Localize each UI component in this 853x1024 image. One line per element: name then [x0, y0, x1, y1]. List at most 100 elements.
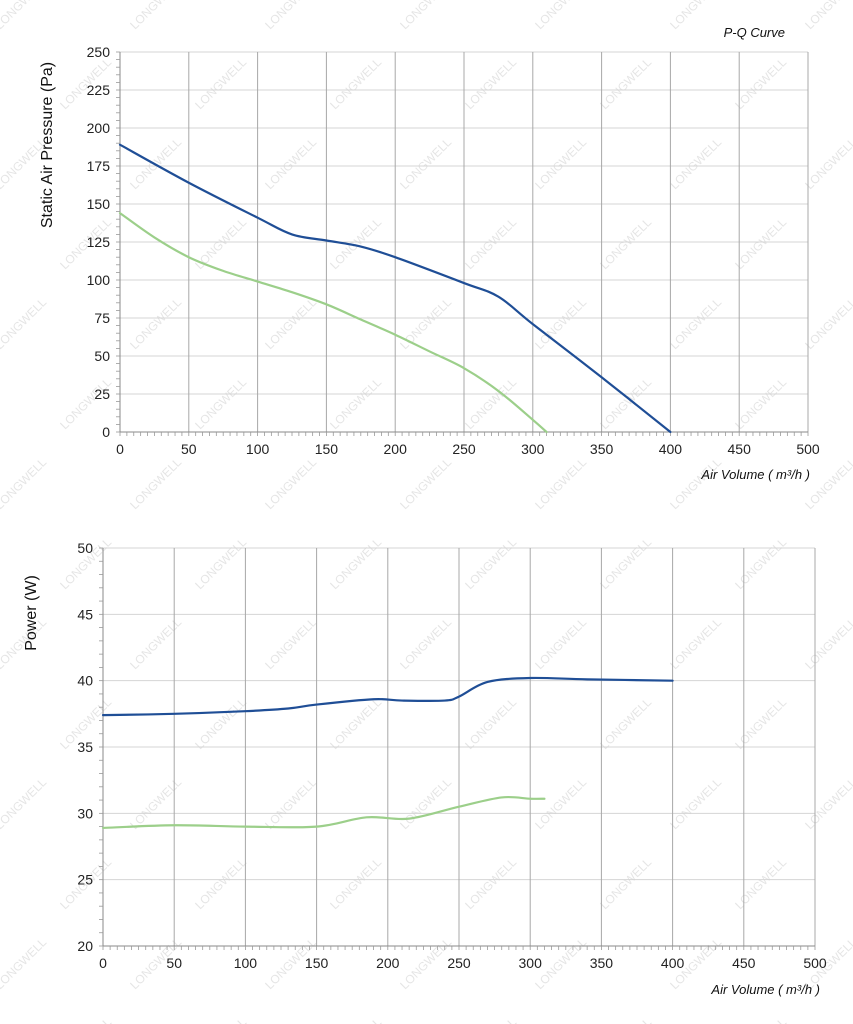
x-axis-label: Air Volume ( m³/h ): [700, 467, 810, 482]
watermark-text: LONGWELL: [597, 695, 654, 752]
watermark-text: LONGWELL: [532, 615, 589, 672]
x-tick-label: 400: [659, 441, 683, 457]
watermark-text: LONGWELL: [732, 535, 789, 592]
watermark-text: LONGWELL: [127, 455, 184, 512]
watermark-text: LONGWELL: [802, 295, 853, 352]
y-tick-label: 50: [77, 540, 93, 556]
watermark-text: LONGWELL: [732, 55, 789, 112]
watermark-text: LONGWELL: [532, 0, 589, 32]
pq-curve-chart: 0 50 100 150 200 250 300 350 400 450 500 0 25 50 75 100…: [39, 25, 820, 482]
watermark-text: LONGWELL: [397, 455, 454, 512]
watermark-text: LONGWELL: [597, 535, 654, 592]
watermark-text: LONGWELL: [462, 1015, 519, 1024]
x-tick-label: 400: [661, 955, 685, 971]
x-tick-label: 150: [305, 955, 329, 971]
y-tick-label: 20: [77, 938, 93, 954]
watermark-text: LONGWELL: [532, 775, 589, 832]
watermark-text: LONGWELL: [462, 535, 519, 592]
watermark-text: LONGWELL: [462, 375, 519, 432]
watermark-text: LONGWELL: [262, 0, 319, 32]
watermark-text: LONGWELL: [597, 375, 654, 432]
series-line-1: [101, 676, 674, 717]
watermark-text: LONGWELL: [397, 935, 454, 992]
y-axis-label: Static Air Pressure (Pa): [39, 62, 56, 228]
y-tick-label: 25: [94, 386, 110, 402]
watermark-text: LONGWELL: [192, 535, 249, 592]
y-tick-label: 40: [77, 673, 93, 689]
watermark-text: LONGWELL: [397, 295, 454, 352]
watermark-text: LONGWELL: [462, 855, 519, 912]
x-tick-label: 250: [452, 441, 476, 457]
watermark-text: LONGWELL: [597, 855, 654, 912]
watermark-text: LONGWELL: [192, 1015, 249, 1024]
x-tick-label: 50: [181, 441, 197, 457]
watermark-text: LONGWELL: [57, 1015, 114, 1024]
y-tick-label: 35: [77, 739, 93, 755]
watermark-text: LONGWELL: [732, 855, 789, 912]
watermark-text: LONGWELL: [802, 0, 853, 32]
series-line-1: [118, 143, 672, 434]
watermark-text: LONGWELL: [732, 375, 789, 432]
watermark-text: LONGWELL: [802, 615, 853, 672]
y-tick-label: 45: [77, 606, 93, 622]
x-tick-label: 450: [728, 441, 752, 457]
watermark-text: LONGWELL: [262, 775, 319, 832]
watermark-text: LONGWELL: [127, 775, 184, 832]
watermark-text: LONGWELL: [127, 295, 184, 352]
watermark-text: LONGWELL: [597, 215, 654, 272]
watermark-text: LONGWELL: [127, 0, 184, 32]
y-tick-label: 250: [87, 44, 111, 60]
watermark-text: LONGWELL: [802, 455, 853, 512]
watermark-text: LONGWELL: [0, 0, 50, 32]
y-tick-label: 125: [87, 234, 111, 250]
watermark-text: LONGWELL: [262, 135, 319, 192]
x-tick-label: 200: [384, 441, 408, 457]
watermark-text: LONGWELL: [732, 1015, 789, 1024]
series-line-2: [118, 212, 548, 434]
watermark-text: LONGWELL: [327, 375, 384, 432]
watermark-text: LONGWELL: [462, 215, 519, 272]
watermark-text: LONGWELL: [732, 215, 789, 272]
watermark-text: LONGWELL: [397, 135, 454, 192]
watermark-text: LONGWELL: [802, 135, 853, 192]
watermark-text: LONGWELL: [397, 775, 454, 832]
watermark-text: LONGWELL: [192, 55, 249, 112]
x-tick-label: 300: [519, 955, 543, 971]
watermark-text: LONGWELL: [0, 295, 50, 352]
y-tick-label: 150: [87, 196, 111, 212]
watermark-text: LONGWELL: [667, 135, 724, 192]
watermark-text: LONGWELL: [597, 1015, 654, 1024]
watermark-text: LONGWELL: [597, 55, 654, 112]
watermark-text: LONGWELL: [667, 615, 724, 672]
x-tick-label: 100: [234, 955, 258, 971]
x-tick-label: 200: [376, 955, 400, 971]
watermark-text: LONGWELL: [667, 0, 724, 32]
y-tick-label: 100: [87, 272, 111, 288]
x-tick-label: 350: [590, 441, 614, 457]
watermark-text: LONGWELL: [462, 55, 519, 112]
x-tick-label: 150: [315, 441, 339, 457]
x-tick-label: 100: [246, 441, 270, 457]
watermark-text: LONGWELL: [262, 615, 319, 672]
x-tick-label: 0: [99, 955, 107, 971]
x-tick-label: 250: [447, 955, 471, 971]
watermark-text: LONGWELL: [802, 775, 853, 832]
watermark-text: LONGWELL: [192, 855, 249, 912]
y-axis-label: Power (W): [23, 575, 40, 651]
watermark-text: LONGWELL: [532, 295, 589, 352]
watermark-text: LONGWELL: [667, 775, 724, 832]
x-tick-label: 450: [732, 955, 756, 971]
watermark-text: LONGWELL: [0, 455, 50, 512]
x-tick-label: 350: [590, 955, 614, 971]
watermark-text: LONGWELL: [667, 455, 724, 512]
watermark-text: LONGWELL: [262, 455, 319, 512]
x-tick-label: 500: [796, 441, 820, 457]
watermark-text: LONGWELL: [397, 0, 454, 32]
series-line-2: [101, 795, 546, 830]
x-tick-label: 300: [521, 441, 545, 457]
y-tick-label: 175: [87, 158, 111, 174]
watermark-text: LONGWELL: [262, 295, 319, 352]
y-tick-label: 225: [87, 82, 111, 98]
